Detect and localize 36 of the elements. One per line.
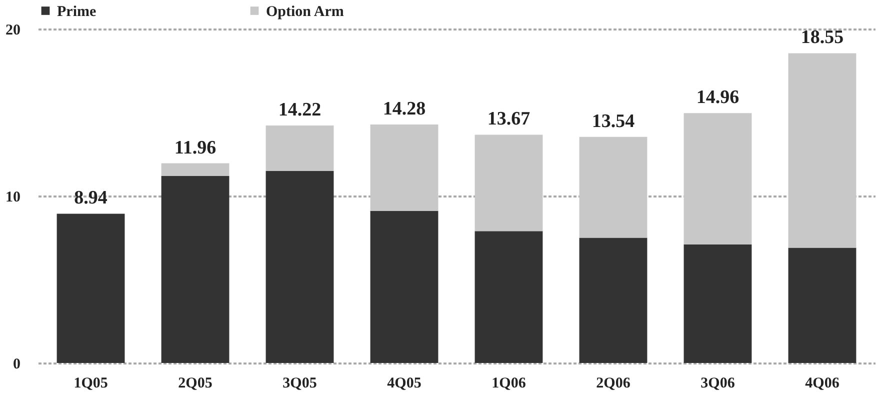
bar (684, 113, 752, 244)
total-label: 8.94 (74, 188, 108, 209)
bar (161, 163, 230, 176)
bar (684, 244, 752, 363)
bar (788, 53, 856, 248)
bar (266, 170, 334, 363)
total-label: 14.96 (696, 87, 740, 108)
x-tick-label: 3Q06 (700, 376, 736, 392)
total-label: 18.55 (800, 27, 844, 48)
bar (370, 211, 438, 363)
x-tick-label: 1Q06 (492, 376, 526, 392)
bar (579, 136, 648, 238)
x-tick-label: 2Q06 (596, 376, 631, 392)
bar (56, 214, 125, 363)
total-label: 13.67 (487, 108, 531, 130)
legend-label: Option Arm (266, 4, 344, 20)
bar (370, 124, 438, 212)
bar (579, 238, 648, 363)
bar (266, 126, 334, 171)
total-label: 14.22 (278, 100, 322, 121)
x-tick-label: 3Q05 (282, 376, 317, 392)
x-tick-label: 4Q05 (387, 376, 422, 392)
bar (474, 134, 543, 232)
bar (474, 231, 543, 363)
legend-label: Prime (57, 4, 96, 20)
y-tick-label: 0 (13, 356, 20, 372)
bar (161, 176, 230, 363)
y-tick-label: 10 (6, 190, 20, 206)
y-tick-label: 20 (6, 22, 20, 38)
total-label: 13.54 (592, 110, 636, 132)
total-label: 11.96 (174, 137, 216, 158)
x-tick-label: 4Q06 (805, 376, 840, 392)
x-tick-label: 2Q05 (178, 376, 212, 392)
x-tick-label: 1Q05 (74, 376, 108, 392)
total-label: 14.28 (382, 98, 426, 120)
bar (788, 248, 856, 363)
